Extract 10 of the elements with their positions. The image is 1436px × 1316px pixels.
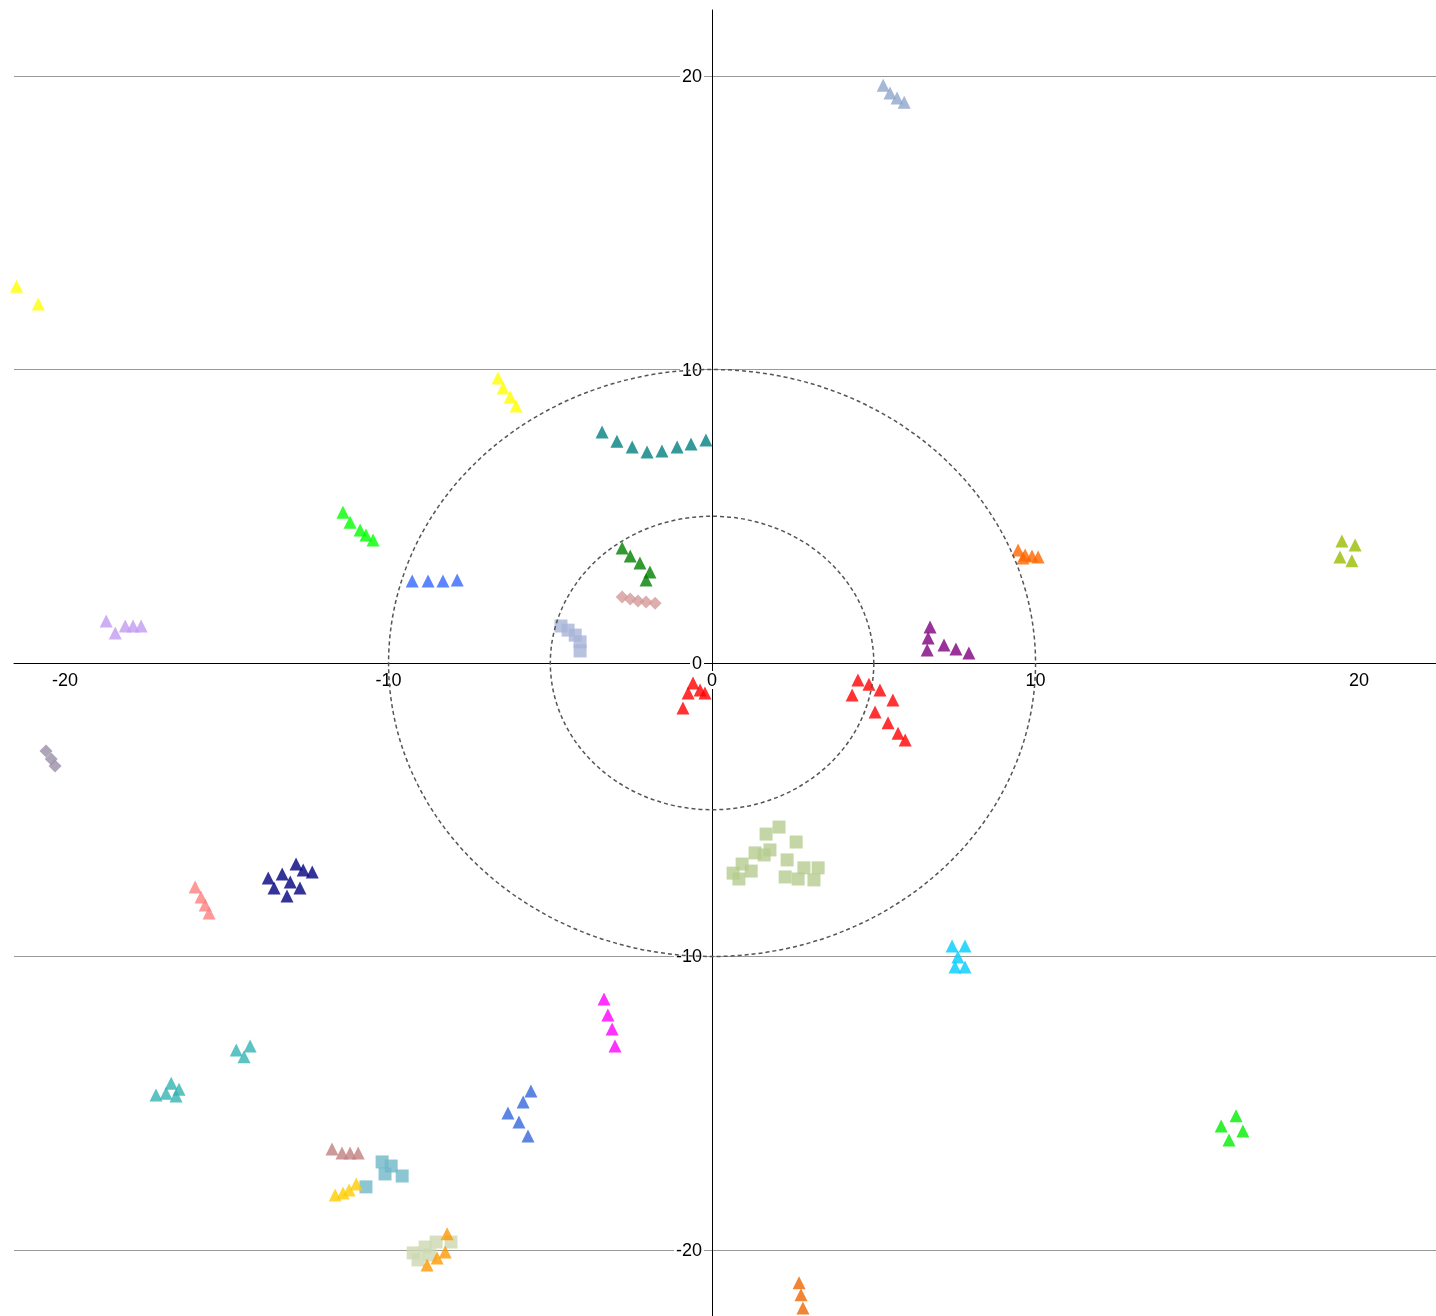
y-tick-label: 10 <box>682 359 703 380</box>
y-tick-label: -20 <box>676 1239 703 1260</box>
x-tick-label: -20 <box>52 670 79 690</box>
x-tick-label: -10 <box>375 670 402 690</box>
y-tick-label: -10 <box>676 946 703 967</box>
y-tick-label: 0 <box>692 653 703 673</box>
x-tick-label: 10 <box>1025 670 1046 690</box>
y-tick-label: 20 <box>682 66 703 87</box>
x-tick-label: 0 <box>707 670 718 690</box>
x-tick-label: 20 <box>1349 670 1370 690</box>
